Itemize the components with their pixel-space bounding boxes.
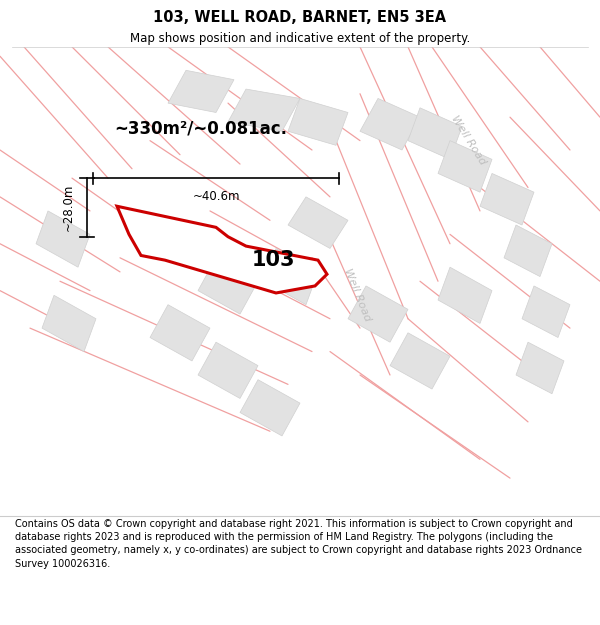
Polygon shape (438, 268, 492, 324)
Text: Map shows position and indicative extent of the property.: Map shows position and indicative extent… (130, 32, 470, 45)
Polygon shape (348, 286, 408, 342)
Polygon shape (198, 258, 258, 314)
Polygon shape (408, 107, 462, 159)
Polygon shape (36, 211, 90, 268)
Polygon shape (288, 98, 348, 145)
Polygon shape (288, 197, 348, 248)
Text: ~330m²/~0.081ac.: ~330m²/~0.081ac. (114, 120, 287, 138)
Text: ~40.6m: ~40.6m (192, 190, 240, 203)
Text: ~28.0m: ~28.0m (62, 184, 75, 231)
Polygon shape (117, 206, 327, 293)
Text: Well Road: Well Road (449, 114, 487, 167)
Polygon shape (504, 225, 552, 276)
Polygon shape (168, 70, 234, 112)
Polygon shape (264, 248, 318, 304)
Polygon shape (150, 304, 210, 361)
Text: Well Road: Well Road (342, 268, 372, 323)
Polygon shape (228, 89, 300, 131)
Polygon shape (360, 98, 420, 150)
Polygon shape (42, 295, 96, 351)
Polygon shape (522, 286, 570, 338)
Text: 103, WELL ROAD, BARNET, EN5 3EA: 103, WELL ROAD, BARNET, EN5 3EA (154, 10, 446, 25)
Text: Contains OS data © Crown copyright and database right 2021. This information is : Contains OS data © Crown copyright and d… (15, 519, 582, 569)
Polygon shape (480, 173, 534, 225)
Polygon shape (240, 379, 300, 436)
Polygon shape (516, 342, 564, 394)
Polygon shape (198, 342, 258, 399)
Polygon shape (390, 332, 450, 389)
Text: 103: 103 (251, 250, 295, 270)
Polygon shape (438, 141, 492, 192)
